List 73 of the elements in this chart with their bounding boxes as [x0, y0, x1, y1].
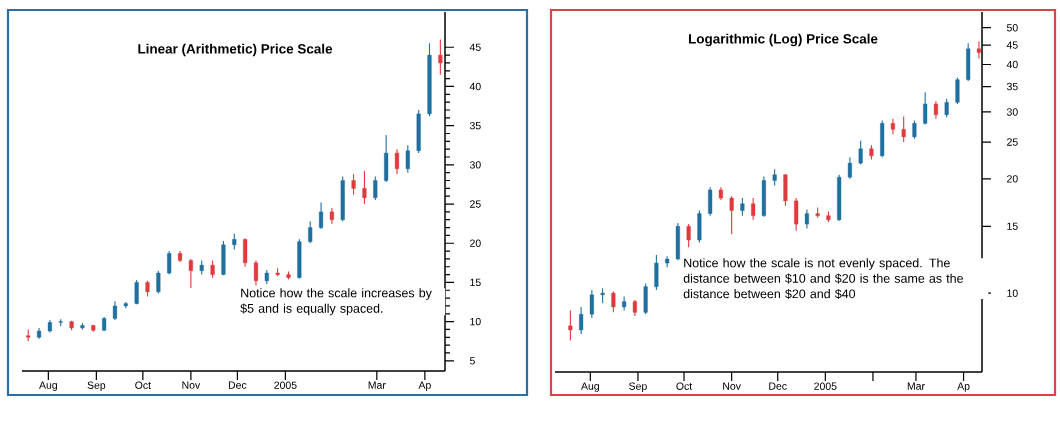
x-tick-label: Sep	[87, 381, 106, 391]
x-tick-label: Ap	[418, 381, 431, 391]
x-tick-label: 2005	[274, 381, 297, 389]
candlestick	[134, 279, 139, 305]
y-tick-label: 15	[470, 278, 481, 287]
candlestick	[308, 220, 313, 244]
candlestick	[318, 201, 324, 230]
candlestick	[923, 91, 928, 126]
candlestick	[912, 119, 917, 140]
y-tick-label: 20	[1007, 175, 1018, 183]
y-tick-label: 30	[469, 161, 481, 169]
y-tick-label: 20	[470, 239, 481, 247]
x-tick-label: Mar	[368, 381, 386, 389]
candlestick	[589, 289, 594, 319]
x-tick-label: Ap	[957, 382, 970, 392]
y-tick-label: 10	[1007, 289, 1018, 297]
x-tick-label: Dec	[769, 382, 787, 390]
candlestick	[804, 209, 809, 230]
candlestick	[568, 309, 573, 342]
x-tick-label: Sep	[629, 382, 647, 392]
candlestick	[976, 40, 981, 59]
annotation: Notice how the scale is not evenly spaced. The distance between $10 and $20 is the same as the distance between $20 and $40	[683, 258, 963, 299]
candlestick	[405, 144, 410, 174]
y-tick-label: 40	[469, 82, 481, 91]
candlestick	[373, 176, 378, 201]
candlestick	[622, 295, 627, 312]
y-tick-label: 45	[1006, 41, 1018, 49]
candlestick	[686, 223, 691, 248]
y-tick-label: 25	[1007, 138, 1018, 146]
text: Linear (Arithmetic) Price Scale	[138, 43, 333, 57]
candlestick	[955, 76, 960, 105]
x-tick-label: Oct	[676, 382, 693, 390]
x-tick-label: Mar	[907, 382, 925, 390]
candlestick	[901, 115, 906, 143]
y-tick-label: 35	[1006, 82, 1018, 91]
x-tick-label: Aug	[39, 381, 57, 391]
x-tick-label: Nov	[182, 381, 201, 389]
y-tick-label: 10	[470, 317, 481, 326]
candlestick	[188, 258, 193, 289]
x-tick-label: 2005	[814, 382, 837, 390]
candlestick	[729, 195, 734, 235]
candlestick	[890, 118, 895, 135]
candlestick	[167, 250, 172, 276]
x-tick-label: Aug	[581, 382, 599, 392]
annotation: Notice how the scale increases by $5 and is equally spaced.	[240, 288, 432, 316]
candlestick	[156, 270, 161, 294]
text: Logarithmic (Log) Price Scale	[689, 33, 878, 47]
candlestick	[858, 140, 863, 166]
candlestick	[394, 148, 400, 175]
y-tick-label: 35	[469, 121, 481, 130]
x-tick-label: Nov	[723, 382, 741, 390]
candlestick	[243, 237, 248, 268]
y-tick-label: 40	[1006, 60, 1018, 69]
y-tick-label: 15	[1007, 222, 1018, 230]
candlestick	[253, 259, 259, 287]
candlestick	[708, 186, 713, 217]
candlestick	[579, 306, 584, 335]
x-tick-label: Dec	[228, 381, 247, 389]
candlestick	[351, 173, 356, 196]
candlestick	[944, 98, 949, 119]
y-tick-label: 25	[470, 200, 481, 208]
candlestick	[112, 300, 118, 321]
candlestick	[847, 156, 852, 180]
candlestick	[794, 197, 799, 232]
candlestick	[751, 197, 756, 221]
y-tick-label: 50	[1006, 24, 1018, 32]
y-tick-label: 30	[1006, 108, 1018, 116]
y-tick-label: 5	[469, 357, 475, 365]
y-tick-label: 45	[469, 43, 481, 51]
x-tick-label: Oct	[135, 381, 151, 389]
candlestick	[362, 170, 367, 205]
candlestick	[438, 38, 443, 76]
candlestick	[654, 254, 659, 291]
